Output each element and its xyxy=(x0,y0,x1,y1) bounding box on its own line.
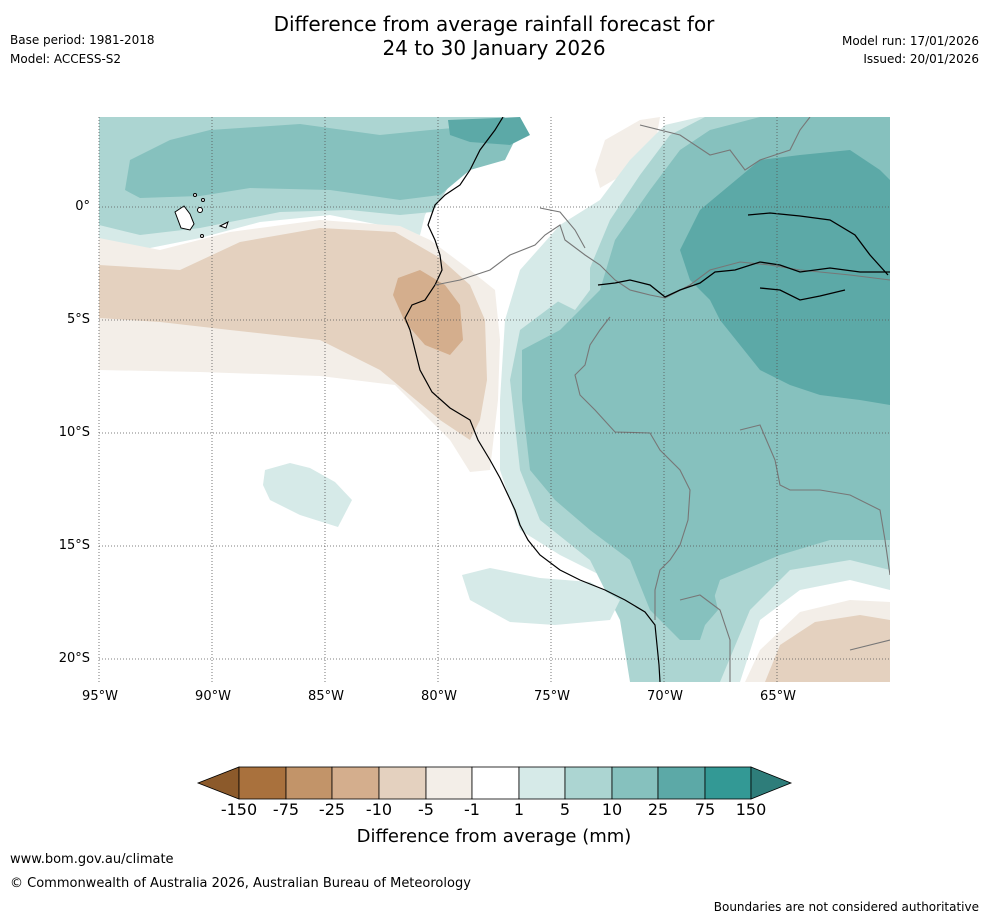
lon-label-90w: 90°W xyxy=(195,689,231,704)
colorbar-label-150: 150 xyxy=(735,800,767,819)
amazon-river xyxy=(597,212,890,301)
lon-label-65w: 65°W xyxy=(760,689,796,704)
colorbar-label-1: 1 xyxy=(513,800,525,819)
title-line-1: Difference from average rainfall forecas… xyxy=(273,12,715,36)
colorbar-label-neg10: -10 xyxy=(365,800,393,819)
base-period: Base period: 1981-2018 xyxy=(10,33,155,47)
colorbar-label-10: 10 xyxy=(601,800,623,819)
lat-label-0: 0° xyxy=(75,199,90,214)
graticule xyxy=(98,117,890,682)
colorbar-swatch-neg25 xyxy=(285,766,333,800)
colorbar-swatch-25 xyxy=(657,766,706,800)
colorbar-swatch-zero xyxy=(471,766,520,800)
colorbar-label-75: 75 xyxy=(694,800,716,819)
footer-copyright: © Commonwealth of Australia 2026, Austra… xyxy=(10,876,471,891)
contour-ocean-light-blob xyxy=(263,463,352,527)
title-line-2: 24 to 30 January 2026 xyxy=(382,36,606,60)
colorbar-label-neg1: -1 xyxy=(464,800,480,819)
issued-date: Issued: 20/01/2026 xyxy=(863,52,979,66)
contour-sa-light-interior xyxy=(540,235,590,310)
colorbar-label-5: 5 xyxy=(559,800,571,819)
colorbar-swatch-neg75 xyxy=(238,766,287,800)
colorbar-swatch-75 xyxy=(704,766,752,800)
lon-label-80w: 80°W xyxy=(421,689,457,704)
lat-label-15s: 15°S xyxy=(58,538,90,553)
lon-label-85w: 85°W xyxy=(308,689,344,704)
lat-label-10s: 10°S xyxy=(58,425,90,440)
lon-label-70w: 70°W xyxy=(647,689,683,704)
contour-north-dry xyxy=(595,117,660,188)
colorbar-label-25: 25 xyxy=(647,800,669,819)
boundaries-disclaimer: Boundaries are not considered authoritat… xyxy=(713,900,979,914)
contour-bolivia-teal xyxy=(650,568,718,628)
lon-label-75w: 75°W xyxy=(534,689,570,704)
colorbar-arrow-right xyxy=(750,766,793,800)
footer-url: www.bom.gov.au/climate xyxy=(10,852,174,867)
lat-label-20s: 20°S xyxy=(58,651,90,666)
colorbar-swatch-10 xyxy=(611,766,659,800)
galapagos-islands xyxy=(174,193,229,238)
model-name: Model: ACCESS-S2 xyxy=(10,52,122,66)
colorbar-swatch-5 xyxy=(564,766,613,800)
contour-dry-neg5 xyxy=(99,228,487,440)
colorbar-label-neg150: -150 xyxy=(220,800,258,819)
colorbar-label-neg5: -5 xyxy=(418,800,434,819)
model-run: Model run: 17/01/2026 xyxy=(841,34,979,48)
coastline xyxy=(404,117,661,682)
colorbar-swatch-1 xyxy=(518,766,566,800)
colorbar-swatch-neg5 xyxy=(378,766,427,800)
rainfall-anomaly-map xyxy=(98,117,890,682)
colorbar-title: Difference from average (mm) xyxy=(356,826,632,847)
contour-south-dry-neg5 xyxy=(765,615,890,682)
colorbar-swatch-neg1 xyxy=(425,766,473,800)
colorbar-label-neg75: -75 xyxy=(272,800,300,819)
contour-sa-dark xyxy=(680,150,890,405)
lon-label-95w: 95°W xyxy=(82,689,118,704)
colorbar-swatch-neg10 xyxy=(331,766,380,800)
contour-pacific-dark xyxy=(448,117,530,145)
chart-title: Difference from average rainfall forecas… xyxy=(0,12,988,60)
contour-coastal-light xyxy=(462,568,620,625)
colorbar-arrow-left xyxy=(196,766,240,800)
contour-dry-neg10 xyxy=(393,270,463,355)
lat-label-5s: 5°S xyxy=(66,312,90,327)
colorbar-label-neg25: -25 xyxy=(318,800,346,819)
contour-pacific-teal xyxy=(125,124,520,200)
